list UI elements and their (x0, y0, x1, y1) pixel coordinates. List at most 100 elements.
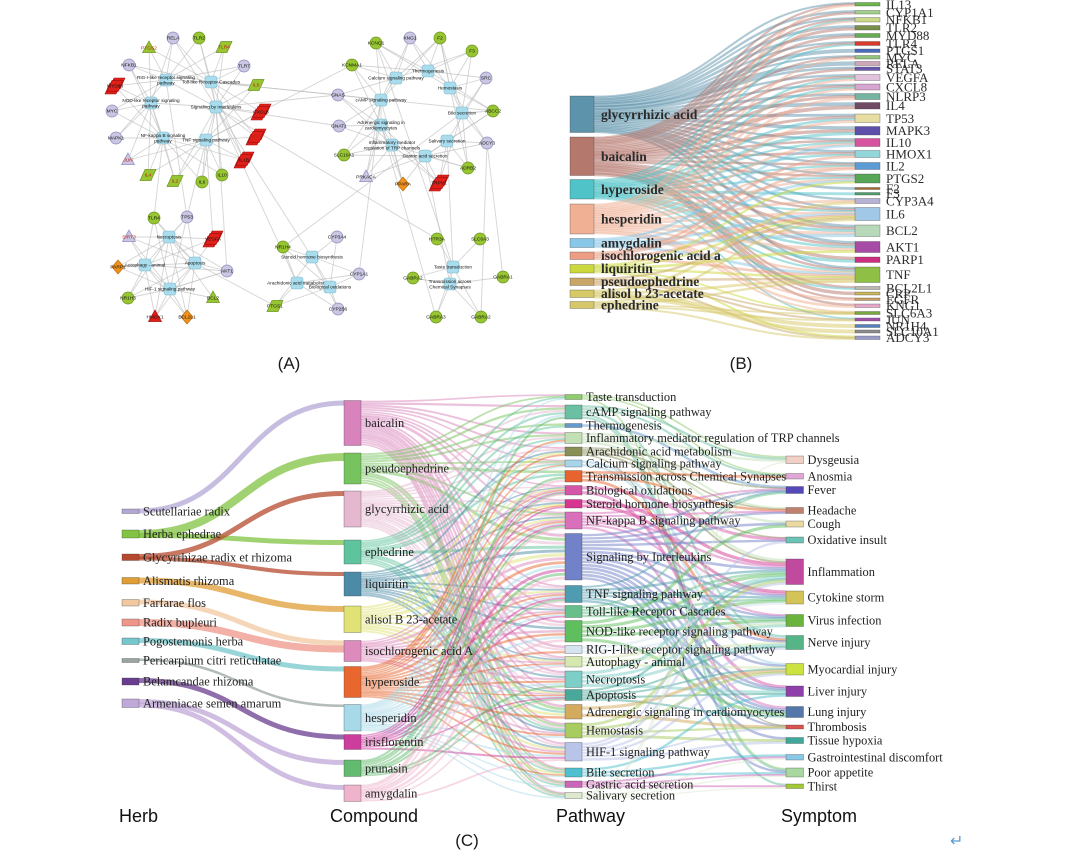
svg-text:(C): (C) (455, 831, 479, 850)
svg-text:MYD88: MYD88 (886, 28, 929, 43)
svg-text:Virus infection: Virus infection (808, 614, 882, 628)
svg-text:ephedrine: ephedrine (365, 545, 414, 559)
svg-text:JUN: JUN (886, 312, 910, 327)
svg-text:BCL2L1: BCL2L1 (178, 315, 196, 321)
svg-text:Apoptosis: Apoptosis (185, 261, 206, 266)
svg-text:REL1: REL1 (250, 135, 262, 141)
svg-text:Dysgeusia: Dysgeusia (808, 453, 860, 467)
svg-text:IL6: IL6 (253, 83, 260, 89)
svg-text:Transmission across: Transmission across (429, 279, 472, 284)
svg-text:PTGS1: PTGS1 (267, 304, 283, 310)
svg-text:IL2: IL2 (172, 179, 179, 185)
svg-text:TLR4: TLR4 (218, 45, 230, 51)
svg-text:IL10: IL10 (217, 173, 227, 179)
svg-text:NR1H4: NR1H4 (275, 245, 291, 251)
svg-text:Liver injury: Liver injury (808, 685, 868, 699)
svg-text:TP53: TP53 (181, 215, 193, 221)
svg-text:TLR4: TLR4 (886, 36, 918, 51)
svg-text:Calcium signaling pathway: Calcium signaling pathway (368, 76, 424, 81)
svg-text:hesperidin: hesperidin (365, 711, 417, 725)
svg-text:CYP2B6: CYP2B6 (329, 307, 348, 313)
svg-text:amygdalin: amygdalin (601, 236, 662, 251)
svg-text:TLR2: TLR2 (193, 36, 205, 42)
svg-text:NOD-like receptor signaling pa: NOD-like receptor signaling pathway (586, 625, 774, 639)
svg-text:BCL2L1: BCL2L1 (886, 281, 932, 296)
svg-text:KNG1: KNG1 (886, 298, 921, 313)
svg-text:IL2: IL2 (886, 159, 905, 174)
svg-text:Herba ephedrae: Herba ephedrae (143, 527, 222, 541)
svg-text:F2: F2 (886, 181, 900, 196)
svg-text:(A): (A) (278, 354, 301, 373)
svg-text:Pogostemonis herba: Pogostemonis herba (143, 635, 244, 649)
svg-text:IL13: IL13 (886, 0, 911, 12)
svg-text:PTGS1: PTGS1 (886, 43, 924, 58)
svg-text:MAPK3: MAPK3 (886, 123, 930, 138)
svg-text:MYC: MYC (107, 109, 118, 115)
svg-text:IL4: IL4 (886, 98, 905, 113)
svg-text:HIF-1 signaling pathway: HIF-1 signaling pathway (586, 745, 711, 759)
svg-text:Farfarae flos: Farfarae flos (143, 596, 206, 610)
svg-text:GABRA2: GABRA2 (403, 276, 423, 282)
svg-text:RELA: RELA (886, 56, 921, 71)
svg-text:Nerve injury: Nerve injury (808, 636, 872, 650)
svg-text:MYD88: MYD88 (107, 84, 123, 90)
svg-text:EGFR: EGFR (886, 292, 920, 307)
svg-text:NR1H3: NR1H3 (120, 296, 136, 302)
svg-text:HIF-1 signaling pathway: HIF-1 signaling pathway (145, 287, 196, 292)
svg-text:VEGFA: VEGFA (886, 70, 929, 85)
svg-text:Biological oxidations: Biological oxidations (309, 285, 352, 290)
svg-text:RIG-I-like receptor signaling: RIG-I-like receptor signaling pathway (586, 643, 776, 657)
svg-text:GNAS: GNAS (331, 93, 345, 99)
svg-text:Alismatis rhizoma: Alismatis rhizoma (143, 574, 235, 588)
svg-text:NR1H4: NR1H4 (886, 319, 927, 334)
svg-text:Thrombosis: Thrombosis (808, 720, 867, 734)
svg-text:Thermogenesis: Thermogenesis (586, 419, 662, 433)
svg-text:ephedrine: ephedrine (601, 298, 659, 313)
svg-text:PARP1: PARP1 (110, 265, 126, 271)
svg-text:STAT3: STAT3 (886, 61, 923, 76)
svg-text:Radix bupleuri: Radix bupleuri (143, 616, 218, 630)
svg-text:regulation of TRP channels: regulation of TRP channels (364, 145, 421, 150)
svg-text:BCL2: BCL2 (886, 223, 918, 238)
svg-text:liquiritin: liquiritin (601, 261, 653, 276)
svg-text:CXCL8: CXCL8 (886, 80, 927, 95)
svg-text:Biological oxidations: Biological oxidations (586, 483, 693, 497)
svg-text:hesperidin: hesperidin (601, 212, 662, 227)
svg-text:alisol b 23-acetate: alisol b 23-acetate (601, 286, 704, 301)
svg-text:CRP: CRP (886, 286, 911, 301)
svg-text:NFKB1: NFKB1 (121, 63, 137, 69)
svg-text:baicalin: baicalin (601, 149, 647, 164)
svg-text:VEGFA: VEGFA (205, 237, 222, 243)
svg-text:AKT1: AKT1 (886, 240, 919, 255)
svg-text:Inflammatory mediator regulati: Inflammatory mediator regulation of TRP … (586, 431, 840, 445)
svg-text:Chemical Synapses: Chemical Synapses (429, 284, 471, 289)
svg-text:SIRT3: SIRT3 (122, 235, 136, 241)
svg-text:NF-kappa B signaling: NF-kappa B signaling (141, 133, 186, 138)
svg-text:Adrenergic signaling in cardio: Adrenergic signaling in cardiomyocytes (586, 705, 784, 719)
svg-text:Compound: Compound (330, 806, 418, 826)
svg-text:TRPV1: TRPV1 (431, 181, 447, 187)
svg-text:glycyrrhizic acid: glycyrrhizic acid (601, 107, 698, 122)
svg-text:SLC10A1: SLC10A1 (886, 324, 939, 339)
svg-text:CYP1A1: CYP1A1 (886, 5, 934, 20)
svg-text:Salivary secretion: Salivary secretion (586, 789, 675, 803)
svg-text:Inflammatory mediator: Inflammatory mediator (369, 140, 416, 145)
svg-text:alisol B 23-acetate: alisol B 23-acetate (365, 613, 458, 627)
svg-text:Necroptosis: Necroptosis (586, 673, 645, 687)
svg-text:Taste transduction: Taste transduction (586, 390, 676, 404)
svg-text:CYP3A4: CYP3A4 (886, 194, 934, 209)
svg-text:NFKB1: NFKB1 (886, 12, 927, 27)
svg-text:IL10: IL10 (886, 135, 911, 150)
svg-text:Signaling by Interleukins: Signaling by Interleukins (191, 105, 242, 110)
svg-text:isochlorogenic acid A: isochlorogenic acid A (365, 644, 473, 658)
svg-text:baicalin: baicalin (365, 416, 404, 430)
svg-text:cardiomyocytes: cardiomyocytes (365, 125, 398, 130)
svg-text:Signaling by Interleukins: Signaling by Interleukins (586, 550, 711, 564)
svg-text:Belamcandae rhizoma: Belamcandae rhizoma (143, 675, 254, 689)
svg-text:Myocardial injury: Myocardial injury (808, 663, 899, 677)
svg-text:PPARA: PPARA (395, 182, 412, 188)
svg-text:(B): (B) (730, 354, 753, 373)
svg-text:Calcium signaling pathway: Calcium signaling pathway (586, 457, 722, 471)
svg-text:Herb: Herb (119, 806, 158, 826)
svg-text:CYP1A1: CYP1A1 (350, 272, 369, 278)
